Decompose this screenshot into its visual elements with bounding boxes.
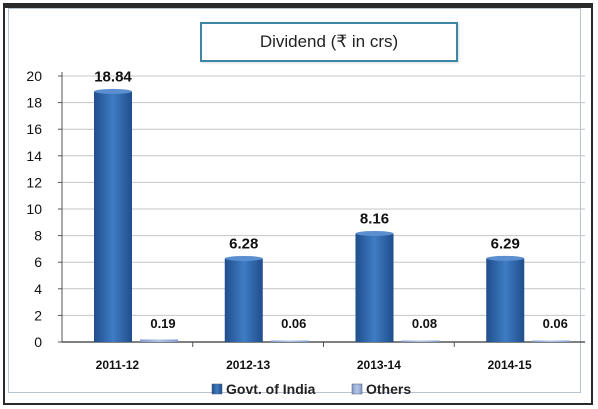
y-tick-20: 20 (26, 68, 42, 84)
y-tick-6: 6 (34, 254, 42, 270)
value-label-others-2013-14: 0.08 (412, 316, 437, 331)
value-label-others-2011-12: 0.19 (150, 316, 175, 331)
bar-others-2012-13 (270, 340, 309, 342)
bar-govt-2013-14 (355, 233, 394, 342)
legend: Govt. of India Others (211, 381, 411, 397)
y-tick-14: 14 (26, 148, 42, 164)
x-tick-2011-12: 2011-12 (96, 358, 140, 372)
y-tick-8: 8 (34, 228, 42, 244)
y-tick-0: 0 (34, 334, 42, 350)
bar-top-2014-15 (486, 255, 525, 261)
x-tick-2013-14: 2013-14 (357, 358, 401, 372)
chart-area-border (8, 8, 581, 393)
axes: 0 2 4 6 8 10 12 14 16 18 20 2011-12 2012-13 2013-14 20… (26, 68, 585, 372)
bars (94, 88, 571, 342)
bar-top-2011-12 (94, 88, 132, 94)
y-tick-4: 4 (34, 281, 42, 297)
x-tick-2014-15: 2014-15 (488, 358, 532, 372)
bar-others-2011-12 (140, 339, 178, 342)
value-label-others-2012-13: 0.06 (281, 316, 306, 331)
data-labels: 18.84 0.19 6.28 0.06 8.16 0.08 6.29 0.06 (94, 68, 568, 331)
bar-top-2012-13 (224, 255, 263, 261)
bar-top-2013-14 (355, 230, 394, 236)
y-tick-16: 16 (26, 121, 42, 137)
bar-govt-2012-13 (224, 258, 263, 342)
value-label-govt-2014-15: 6.29 (491, 235, 520, 252)
value-label-govt-2011-12: 18.84 (94, 68, 132, 85)
y-tick-10: 10 (26, 201, 42, 217)
bar-govt-2011-12 (94, 91, 132, 342)
value-label-govt-2013-14: 8.16 (360, 210, 389, 227)
value-label-govt-2012-13: 6.28 (229, 235, 258, 252)
legend-swatch-others (351, 383, 363, 395)
chart-title: Dividend (₹ in crs) (200, 22, 458, 62)
legend-label-others: Others (366, 381, 411, 397)
value-label-others-2014-15: 0.06 (543, 316, 568, 331)
bar-others-2013-14 (401, 340, 440, 342)
y-tick-2: 2 (34, 307, 42, 323)
bar-govt-2014-15 (486, 258, 525, 342)
y-tick-18: 18 (26, 95, 42, 111)
y-tick-12: 12 (26, 174, 42, 190)
x-tick-2012-13: 2012-13 (226, 358, 270, 372)
bar-others-2014-15 (532, 340, 571, 342)
legend-swatch-govt (211, 383, 223, 395)
legend-label-govt: Govt. of India (226, 381, 316, 397)
